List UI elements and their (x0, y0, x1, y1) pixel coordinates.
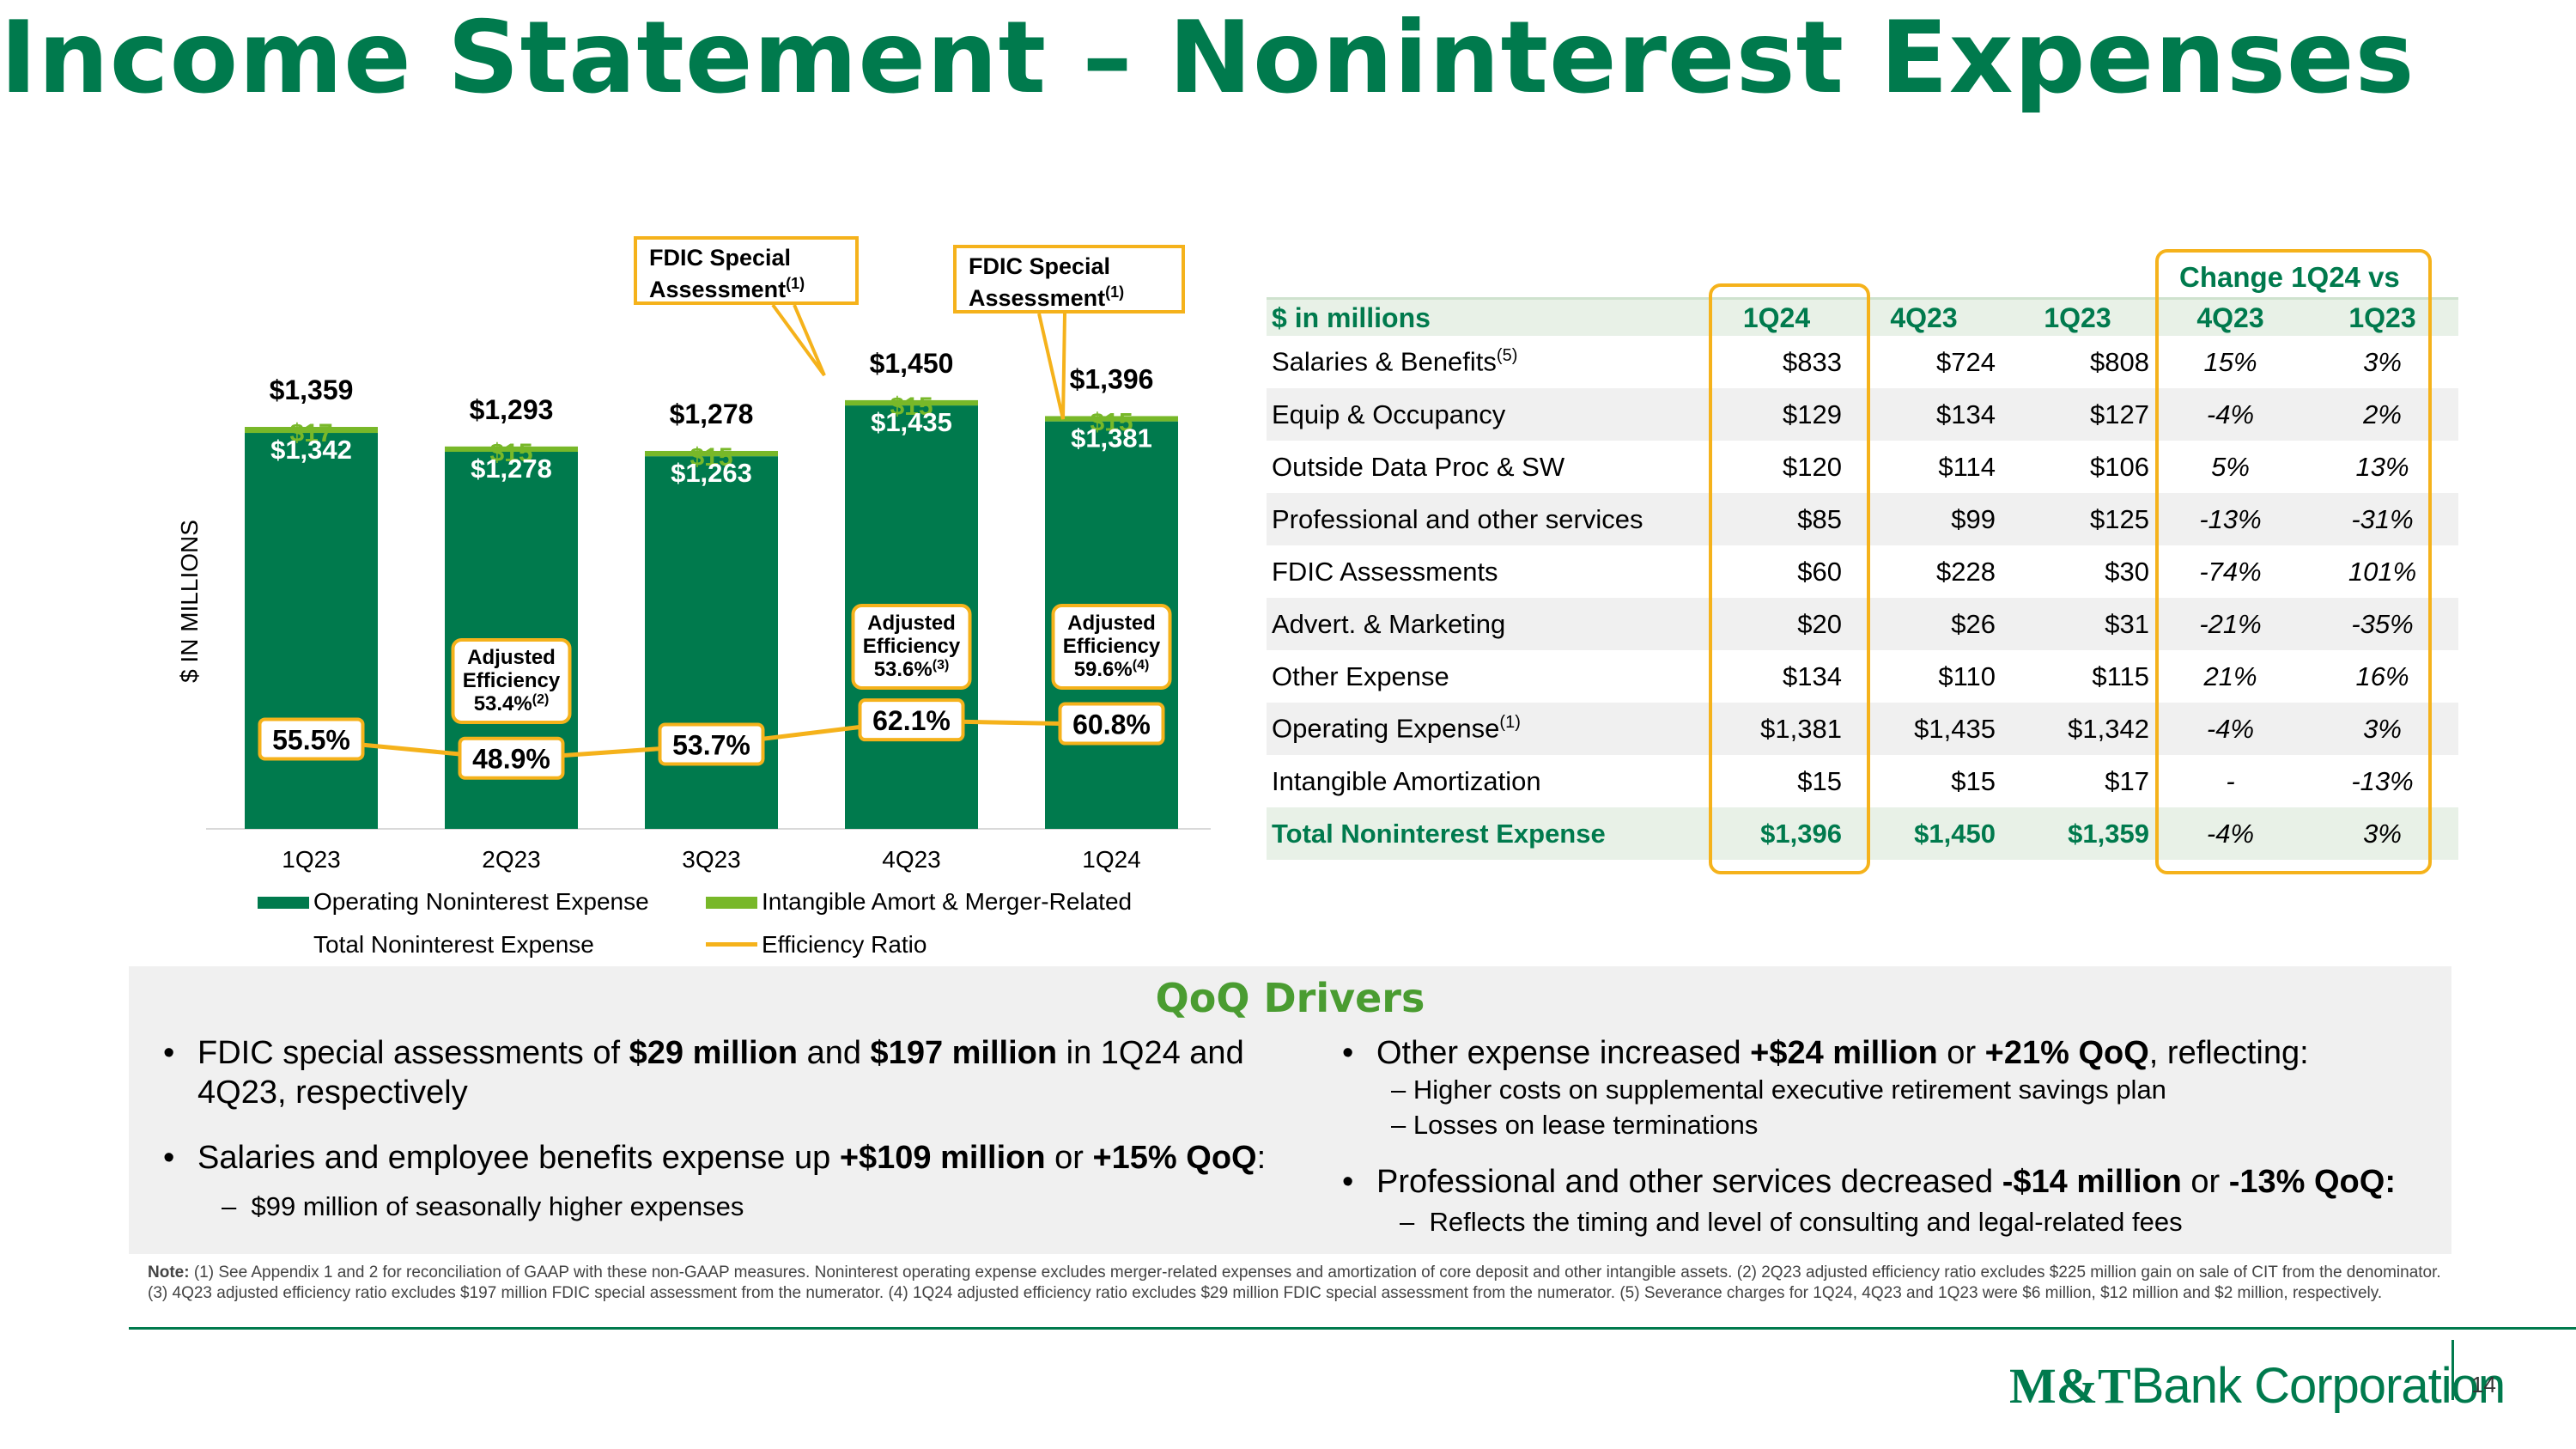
expense-table: $ in millions 1Q24 4Q23 1Q23 4Q23 1Q23 S… (1267, 297, 2458, 860)
efficiency-box-1Q24 (1058, 702, 1165, 746)
label-intangible-3Q23: $15 (690, 443, 732, 472)
adjusted-eff-box-2Q23 (451, 638, 572, 724)
col-header-chg-1q23: 1Q23 (2306, 297, 2458, 336)
bar-intangible-4Q23 (845, 399, 978, 406)
efficiency-label-2Q23: 48.9% (472, 744, 550, 775)
driver-right-2: • Professional and other services decreas… (1342, 1164, 2396, 1200)
bar-intangible-3Q23 (645, 450, 778, 457)
table-row: Other Expense $134 $110 $115 21% 16% (1272, 661, 2409, 691)
table-row: Advert. & Marketing $20 $26 $31 -21% -35% (1267, 598, 2458, 650)
table-row: Operating Expense(1) $1,381 $1,435 $1,342-… (1267, 703, 2458, 755)
highlight-1q24-column (1709, 283, 1870, 874)
y-axis-label: $ IN MILLIONS (176, 520, 203, 683)
table-row: Outside Data Proc & SW $120 $114 $106 5% 13% (1272, 451, 2409, 482)
footer-rule (129, 1327, 2576, 1330)
company-logo: M&TBank Corporation (2009, 1358, 2506, 1414)
bar-intangible-1Q24 (1045, 416, 1178, 422)
highlight-change-columns (2155, 249, 2432, 874)
qoq-drivers-title: QoQ Drivers (1155, 975, 1425, 1021)
legend-intangible: Intangible Amort & Merger-Related (762, 888, 1133, 915)
col-header-chg-4q23: 4Q23 (2154, 297, 2306, 336)
bar-intangible-2Q23 (445, 446, 578, 453)
driver-right-sub-1: – Higher costs on supplemental executive… (1391, 1075, 2166, 1105)
label-intangible-1Q24: $15 (1090, 408, 1133, 436)
adjusted-eff-box-4Q23 (851, 604, 972, 690)
label-operating-4Q23: $1,435 (871, 407, 952, 437)
expense-chart: $ IN MILLIONS$17$1,342$1,3591Q23$15$1,27… (176, 348, 1211, 873)
change-header: Change 1Q24 vs (2179, 261, 2400, 293)
label-operating-1Q23: $1,342 (270, 435, 352, 465)
efficiency-label-1Q24: 60.8% (1072, 709, 1151, 740)
bar-intangible-1Q23 (245, 427, 378, 434)
label-operating-3Q23: $1,263 (671, 458, 752, 488)
label-total-3Q23: $1,278 (670, 399, 754, 429)
label-total-1Q24: $1,396 (1070, 363, 1154, 394)
x-tick-2Q23: 2Q23 (482, 846, 541, 873)
label-total-1Q23: $1,359 (270, 374, 354, 405)
driver-right-1: • Other expense increased +$24 million or… (1342, 1035, 2309, 1071)
efficiency-box-3Q23 (658, 722, 765, 766)
x-tick-3Q23: 3Q23 (682, 846, 741, 873)
efficiency-label-1Q23: 55.5% (272, 724, 350, 755)
qoq-drivers-panel: QoQ Drivers • FDIC special assessments of… (129, 966, 2451, 1254)
page-number: 14 (2471, 1372, 2496, 1397)
label-operating-2Q23: $1,278 (471, 454, 552, 484)
footnote: Note: (1) See Appendix 1 and 2 for recon… (148, 1263, 2441, 1302)
legend-operating: Operating Noninterest Expense (313, 888, 649, 915)
table-row-total: Total Noninterest Expense $1,396 $1,450 $1… (1267, 807, 2458, 860)
legend-swatch-efficiency (706, 942, 757, 947)
label-intangible-2Q23: $15 (489, 439, 532, 467)
efficiency-label-3Q23: 53.7% (672, 730, 750, 761)
label-total-2Q23: $1,293 (470, 394, 554, 425)
driver-left-1: • FDIC special assessments of $29 million… (163, 1035, 1244, 1111)
table-header-row: $ in millions 1Q24 4Q23 1Q23 4Q23 1Q23 (1267, 297, 2458, 336)
efficiency-box-4Q23 (858, 698, 965, 742)
driver-right-sub-2: – Losses on lease terminations (1391, 1110, 1759, 1140)
fdic-callout-1q24: FDIC Special Assessment(1) (953, 245, 1185, 314)
adjusted-eff-line2-4Q23: Efficiency (863, 635, 961, 658)
col-header-4q23: 4Q23 (1847, 297, 2001, 336)
efficiency-box-1Q23 (258, 717, 365, 761)
table-row: Intangible Amortization $15 $15 $17- -13% (1272, 765, 2414, 796)
legend-efficiency: Efficiency Ratio (762, 931, 927, 958)
label-total-4Q23: $1,450 (870, 348, 954, 379)
col-header-1q23: 1Q23 (2001, 297, 2154, 336)
adjusted-eff-line1-2Q23: Adjusted (467, 646, 556, 669)
bar-operating-3Q23 (645, 456, 778, 829)
x-tick-4Q23: 4Q23 (882, 846, 941, 873)
adjusted-eff-line2-2Q23: Efficiency (463, 669, 561, 692)
adjusted-eff-line2-1Q24: Efficiency (1063, 635, 1161, 658)
col-header-1q24: 1Q24 (1706, 297, 1847, 336)
driver-left-2: • Salaries and employee benefits expense … (163, 1140, 1267, 1176)
fdic-callout-4q23: FDIC Special Assessment(1) (634, 236, 859, 305)
efficiency-box-2Q23 (458, 736, 565, 780)
driver-left-sub-1: – $99 million of seasonally higher expen… (222, 1191, 744, 1221)
bar-operating-1Q23 (245, 433, 378, 829)
driver-right-sub-3: – Reflects the timing and level of consu… (1400, 1207, 2183, 1237)
col-header-label: $ in millions (1267, 297, 1706, 336)
table-row: Salaries & Benefits(5) $833 $724 $808 15% 3% (1272, 346, 2402, 377)
page-separator (2451, 1340, 2454, 1400)
legend-total: Total Noninterest Expense (313, 931, 594, 958)
x-tick-1Q24: 1Q24 (1082, 846, 1141, 873)
page-title: Income Statement – Noninterest Expenses (0, 0, 2415, 116)
adjusted-eff-line1-1Q24: Adjusted (1067, 612, 1156, 635)
table-row: FDIC Assessments $60 $228 $30 -74% 101% (1272, 556, 2417, 587)
adjusted-eff-line1-4Q23: Adjusted (867, 612, 956, 635)
x-tick-1Q23: 1Q23 (282, 846, 341, 873)
adjusted-eff-box-1Q24 (1051, 604, 1172, 690)
label-intangible-4Q23: $15 (890, 393, 933, 421)
table-row: Equip & Occupancy $129 $134 $127 -4% 2% (1267, 388, 2458, 441)
label-intangible-1Q23: $17 (289, 419, 332, 447)
legend-swatch-intangible (706, 897, 757, 909)
efficiency-label-4Q23: 62.1% (872, 705, 951, 736)
table-row: Professional and other services $85 $99 $1… (1267, 493, 2458, 545)
legend-swatch-operating (258, 897, 309, 909)
label-operating-1Q24: $1,381 (1071, 423, 1152, 454)
